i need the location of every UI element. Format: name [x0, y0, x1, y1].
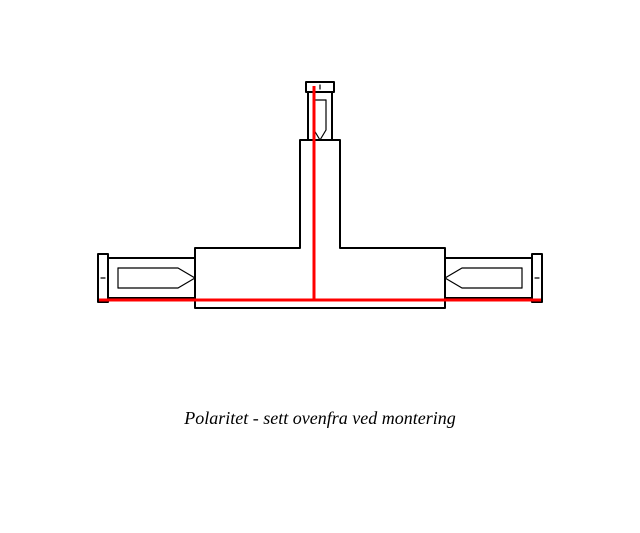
diagram-canvas: Polaritet - sett ovenfra ved montering: [0, 0, 640, 533]
diagram-caption: Polaritet - sett ovenfra ved montering: [0, 408, 640, 429]
t-connector-diagram: [0, 0, 640, 533]
